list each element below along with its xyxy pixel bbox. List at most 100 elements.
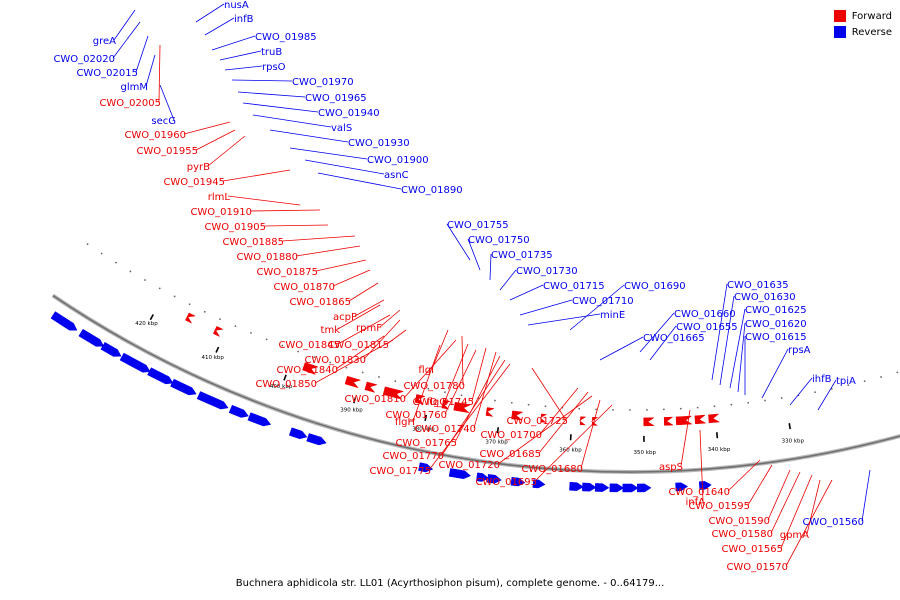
tick-mark	[496, 427, 500, 434]
guide-dot	[219, 318, 221, 321]
leader-line	[237, 91, 306, 98]
leader-line	[113, 9, 136, 41]
tick-label: 340 kbp	[708, 447, 731, 453]
gene-label: CWO_01885	[222, 237, 284, 248]
gene-label: CWO_01635	[727, 280, 789, 291]
guide-dot	[662, 408, 665, 411]
gene-label: CWO_01865	[289, 297, 351, 308]
leader-line	[509, 284, 544, 301]
gene-label: CWO_01580	[711, 529, 773, 540]
legend-forward-label: Forward	[851, 10, 892, 22]
gene-label: tmk	[321, 325, 341, 336]
guide-dot	[896, 371, 899, 374]
guide-dot	[129, 270, 132, 273]
gene-arrow	[476, 472, 490, 482]
guide-dot	[144, 279, 146, 281]
guide-dot	[880, 376, 882, 378]
gene-label: CWO_01760	[385, 410, 447, 421]
gene-label: CWO_01595	[688, 501, 750, 512]
tick-label: 420 kbp	[135, 321, 158, 327]
leader-line	[446, 223, 471, 261]
leader-line	[719, 295, 735, 386]
leader-line	[534, 404, 613, 482]
leader-line	[348, 282, 379, 302]
gene-label: CWO_01840	[276, 365, 338, 376]
gene-arrow	[675, 415, 693, 426]
gene-label: rpmF	[356, 323, 382, 334]
gene-label: rlmL	[208, 192, 231, 203]
guide-dot	[713, 405, 716, 408]
gene-label: minE	[600, 310, 625, 321]
leader-line	[227, 195, 301, 206]
gene-label: CWO_01815	[327, 340, 389, 351]
gene-label: gpmA	[780, 530, 809, 541]
gene-label: CWO_01965	[305, 93, 367, 104]
gene-label: secG	[151, 116, 176, 127]
tick-marks: 420 kbp 410 kbp 400 kbp 390 kbp 380 kbp 370 k…	[135, 314, 805, 456]
leader-line	[379, 309, 401, 328]
leader-line	[224, 65, 263, 71]
gene-arrow	[569, 482, 584, 491]
tick-label: 370 kbp	[485, 440, 508, 446]
gene-label: nusA	[224, 0, 249, 11]
leader-line	[737, 322, 746, 393]
gene-label: CWO_01905	[204, 222, 266, 233]
gene-arrow	[453, 401, 472, 414]
leader-line	[729, 308, 746, 389]
leader-line	[263, 224, 329, 227]
gene-arrow	[643, 417, 655, 427]
gene-arrow	[582, 482, 597, 492]
gene-label: acpP	[333, 312, 357, 323]
leader-line	[699, 429, 704, 502]
gene-label: CWO_01665	[643, 333, 705, 344]
gene-arrow	[50, 311, 78, 331]
leader-line	[332, 269, 371, 287]
gene-arrow	[539, 413, 548, 423]
leader-line	[499, 269, 517, 291]
gene-label: CWO_01850	[255, 379, 317, 390]
gene-label: tpiA	[836, 376, 856, 387]
gene-arrow	[344, 375, 362, 389]
gene-label: CWO_01715	[543, 281, 605, 292]
leader-line	[539, 387, 579, 435]
guide-dot	[115, 261, 117, 264]
gene-label: CWO_01900	[367, 155, 429, 166]
gene-label: CWO_01755	[447, 220, 509, 231]
leader-line	[861, 469, 871, 522]
genome-backbone	[51, 293, 900, 474]
tick-label: 330 kbp	[782, 439, 805, 445]
gene-label: CWO_01710	[572, 296, 634, 307]
guide-dot	[188, 303, 191, 306]
leader-line	[639, 312, 675, 353]
gene-label: CWO_01565	[721, 544, 783, 555]
legend-forward: Forward	[833, 8, 892, 24]
gene-label: CWO_01845	[278, 340, 340, 351]
gene-label: CWO_01730	[516, 266, 578, 277]
leader-line	[289, 147, 368, 160]
gene-label: CWO_01745	[412, 397, 474, 408]
gene-label: CWO_01620	[745, 319, 807, 330]
gene-label: CWO_01720	[438, 460, 500, 471]
guide-dot	[100, 252, 103, 255]
guide-dot	[345, 366, 348, 369]
gene-label: CWO_01880	[236, 252, 298, 263]
gene-arrow	[228, 404, 249, 418]
gene-arrow	[594, 483, 610, 492]
leader-line	[249, 209, 321, 212]
backbone-line	[52, 294, 900, 473]
gene-features	[50, 311, 721, 493]
guide-dot	[86, 243, 89, 246]
guide-dot	[747, 401, 750, 404]
reverse-swatch	[833, 26, 846, 38]
gene-arrow	[247, 412, 272, 427]
guide-dot	[427, 387, 430, 390]
guide-dot	[394, 380, 397, 383]
guide-dot	[629, 409, 631, 411]
leader-line	[817, 379, 837, 411]
leader-line	[337, 304, 381, 330]
leader-line	[761, 348, 789, 399]
guide-dot	[510, 401, 513, 404]
gene-arrow	[675, 482, 689, 492]
gene-label: CWO_01930	[348, 138, 410, 149]
gene-label: valS	[331, 123, 352, 134]
